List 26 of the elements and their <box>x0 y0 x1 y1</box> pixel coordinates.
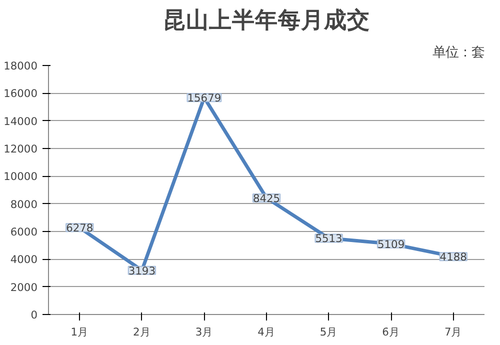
y-tick-label: 12000 <box>4 142 38 156</box>
y-tick-label: 2000 <box>10 280 38 294</box>
y-tick-label: 8000 <box>10 198 38 211</box>
y-tick-label: 10000 <box>4 170 38 184</box>
chart-title: 昆山上半年每月成交 <box>163 6 370 34</box>
x-tick-label: 3月 <box>195 326 214 338</box>
y-tick-label: 6000 <box>10 226 38 238</box>
x-tick-label: 7月 <box>444 326 462 338</box>
y-tick-label: 0 <box>30 308 38 322</box>
x-tick-label: 5月 <box>320 326 338 338</box>
data-label: 5109 <box>378 238 405 251</box>
text: 单位：套 <box>432 46 484 60</box>
data-label: 3193 <box>128 264 156 278</box>
x-tick-label: 1月 <box>70 326 89 338</box>
data-label: 4188 <box>440 250 468 264</box>
data-label: 8425 <box>252 192 280 205</box>
x-tick-label: 4月 <box>258 326 276 338</box>
data-label: 6278 <box>66 222 94 235</box>
y-tick-label: 14000 <box>4 114 38 128</box>
data-label: 15679 <box>187 92 222 105</box>
x-tick-label: 2月 <box>133 326 151 338</box>
y-tick-label: 16000 <box>4 87 38 100</box>
data-label: 5513 <box>315 232 342 246</box>
y-tick-label: 18000 <box>4 60 38 72</box>
y-tick-label: 4000 <box>10 253 38 266</box>
x-tick-label: 6月 <box>382 326 400 338</box>
